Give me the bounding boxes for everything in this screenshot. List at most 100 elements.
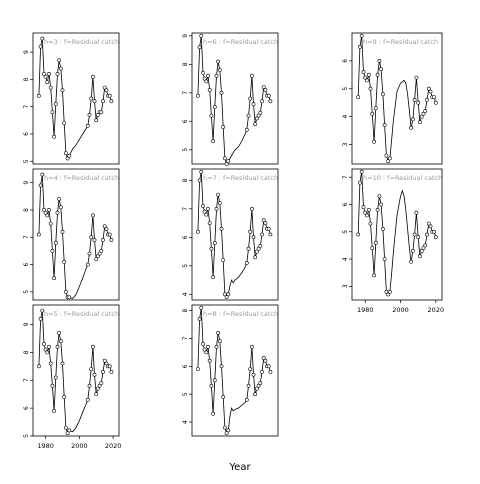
data-point <box>52 134 57 139</box>
data-point <box>377 59 382 63</box>
data-point <box>419 114 424 119</box>
data-point <box>249 206 254 211</box>
data-point <box>47 344 51 349</box>
data-point <box>254 249 259 254</box>
data-point <box>421 111 426 116</box>
data-point <box>53 102 58 106</box>
y-tick-label: 4 <box>342 115 349 119</box>
data-point <box>426 86 431 91</box>
series-line <box>246 208 271 264</box>
data-point <box>268 369 273 374</box>
projection-line <box>227 129 248 162</box>
data-point <box>224 295 229 300</box>
data-point <box>410 248 415 253</box>
data-point <box>417 120 422 125</box>
data-point <box>253 122 258 127</box>
data-point <box>253 255 258 260</box>
data-point <box>47 72 51 76</box>
data-point <box>37 93 41 98</box>
data-point <box>64 151 68 156</box>
data-point <box>221 395 226 399</box>
panel-frame <box>32 32 120 165</box>
data-point <box>199 169 204 174</box>
panel-title: h=9 : f=Residual catch <box>363 38 438 46</box>
data-point <box>97 383 102 388</box>
data-point <box>206 344 210 349</box>
x-tick-label: 2000 <box>392 306 409 314</box>
data-point <box>226 428 231 433</box>
data-point <box>432 95 437 100</box>
data-point <box>370 246 375 251</box>
data-point <box>359 169 364 174</box>
projection-line <box>389 79 412 159</box>
data-point <box>256 246 261 251</box>
data-point <box>221 258 226 263</box>
data-point <box>428 224 433 229</box>
data-point <box>251 102 256 107</box>
data-point <box>85 123 90 128</box>
data-point <box>202 347 207 352</box>
data-point <box>361 205 366 210</box>
data-point <box>216 192 221 197</box>
y-tick-label: 9 <box>23 322 30 326</box>
data-point <box>211 275 216 280</box>
y-tick-label: 8 <box>23 208 30 212</box>
data-point <box>357 45 362 49</box>
data-point <box>52 276 57 281</box>
data-point <box>55 344 60 349</box>
data-point <box>412 232 417 237</box>
data-point <box>204 212 209 217</box>
data-point <box>373 106 378 111</box>
data-point <box>363 210 368 215</box>
data-point <box>97 251 102 256</box>
panel-frame <box>32 168 120 301</box>
data-point <box>214 344 219 349</box>
data-point <box>195 229 200 234</box>
x-tick-label: 2000 <box>71 442 88 450</box>
data-point <box>372 273 377 278</box>
data-point <box>50 383 55 388</box>
projection-line <box>69 264 89 300</box>
data-point <box>244 397 249 402</box>
data-point <box>379 202 384 207</box>
y-tick-label: 7 <box>23 105 30 109</box>
data-point <box>416 100 421 105</box>
data-point <box>67 153 72 158</box>
series-line <box>38 38 70 160</box>
data-point <box>92 238 97 242</box>
data-point <box>40 36 45 41</box>
y-tick-label: 6 <box>182 235 189 239</box>
data-point <box>48 85 53 90</box>
panel-frame <box>191 304 279 437</box>
y-tick-label: 8 <box>182 178 189 182</box>
data-point <box>201 71 205 75</box>
data-point <box>104 361 109 366</box>
data-point <box>416 235 421 240</box>
data-point <box>87 251 92 256</box>
y-tick-label: 5 <box>182 392 189 396</box>
data-point <box>216 59 221 64</box>
panel-5: h=7 : f=Residual catch 4 5 6 7 8 <box>182 168 279 301</box>
data-point <box>433 100 438 105</box>
data-point <box>384 153 389 158</box>
data-point <box>363 75 368 80</box>
data-point <box>417 254 422 259</box>
data-point <box>87 383 92 388</box>
data-point <box>258 243 263 248</box>
data-point <box>195 93 200 98</box>
data-point <box>366 207 371 212</box>
data-point <box>102 85 107 90</box>
y-tick-label: 4 <box>182 420 189 424</box>
data-point <box>217 339 222 344</box>
data-point <box>253 392 258 397</box>
data-point <box>414 210 419 215</box>
data-point <box>357 180 362 185</box>
y-tick-label: 6 <box>23 406 30 410</box>
data-point <box>254 116 259 121</box>
data-point <box>222 425 227 430</box>
data-point <box>102 358 107 363</box>
data-point <box>107 232 112 237</box>
data-point <box>224 162 229 166</box>
